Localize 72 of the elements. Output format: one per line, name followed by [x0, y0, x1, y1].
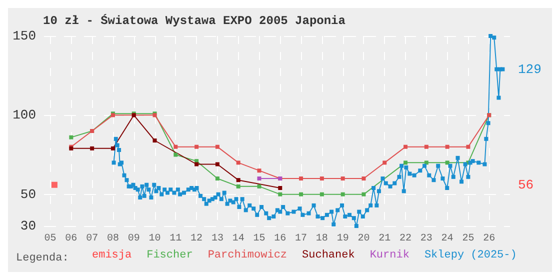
point [90, 146, 94, 150]
text: Parchimowicz [208, 250, 288, 262]
point [215, 162, 220, 166]
x-tick-label: 19 [336, 234, 349, 244]
point [320, 192, 324, 196]
point [236, 184, 240, 188]
legend-title: Legenda: [16, 252, 69, 264]
x-tick-label: 15 [253, 234, 266, 244]
x-tick-label: 12 [190, 234, 203, 244]
x-tick-label: 26 [483, 234, 496, 244]
x-tick-label: 09 [128, 234, 140, 244]
x-tick-label: 07 [86, 234, 98, 244]
point [51, 182, 58, 188]
point [152, 138, 157, 142]
y-tick-label: 50 [20, 186, 36, 202]
x-tick-label: 18 [316, 234, 328, 244]
point [424, 144, 428, 149]
point [194, 144, 199, 149]
x-tick-label: 22 [400, 234, 412, 244]
x-tick-label: 16 [274, 234, 286, 244]
text: Fischer [146, 250, 193, 262]
x-tick-label: 17 [295, 234, 308, 244]
x-tick-label: 08 [106, 234, 119, 244]
text: emisja [92, 250, 132, 262]
point [236, 178, 240, 182]
point [340, 176, 345, 180]
x-tick-label: 05 [44, 234, 56, 244]
y2-tick-label: 129 [518, 62, 542, 77]
point [194, 162, 199, 166]
x-tick-label: 20 [358, 234, 370, 244]
x-tick-label: 23 [420, 234, 432, 244]
point [257, 184, 262, 188]
y2-tick-label: 56 [518, 177, 534, 192]
point [174, 144, 178, 149]
point [466, 144, 470, 149]
point [69, 135, 74, 140]
point [320, 176, 324, 180]
chart-title: 10 zł - Światowa Wystawa EXPO 2005 Japonia [43, 14, 346, 28]
point [362, 176, 366, 180]
point [382, 160, 387, 165]
point [445, 144, 450, 149]
point [278, 192, 282, 196]
point [215, 176, 220, 180]
point [278, 186, 282, 190]
point [299, 176, 304, 180]
x-tick-label: 13 [211, 234, 224, 244]
point [257, 176, 262, 180]
x-tick-label: 24 [441, 234, 454, 244]
point [424, 160, 428, 165]
x-tick-label: 25 [462, 234, 474, 244]
text: Suchanek [302, 250, 356, 262]
y-tick-label: 150 [12, 28, 36, 44]
x-tick-label: 14 [232, 234, 244, 244]
point [340, 192, 345, 196]
point [110, 146, 115, 150]
text: Kurnik [370, 250, 410, 262]
y-tick-label: 30 [20, 218, 36, 234]
point [236, 160, 240, 165]
x-tick-label: 11 [170, 234, 182, 244]
point [445, 160, 450, 165]
point [215, 144, 220, 149]
x-tick-label: 06 [65, 234, 78, 244]
point [362, 192, 366, 196]
point [257, 168, 262, 173]
point [404, 160, 408, 165]
x-tick-label: 21 [378, 234, 391, 244]
point [404, 144, 408, 149]
y-tick-label: 100 [12, 108, 36, 123]
text: Sklepy (2025-) [424, 250, 517, 262]
point [174, 152, 178, 157]
point [299, 192, 304, 196]
x-tick-label: 10 [148, 234, 161, 244]
